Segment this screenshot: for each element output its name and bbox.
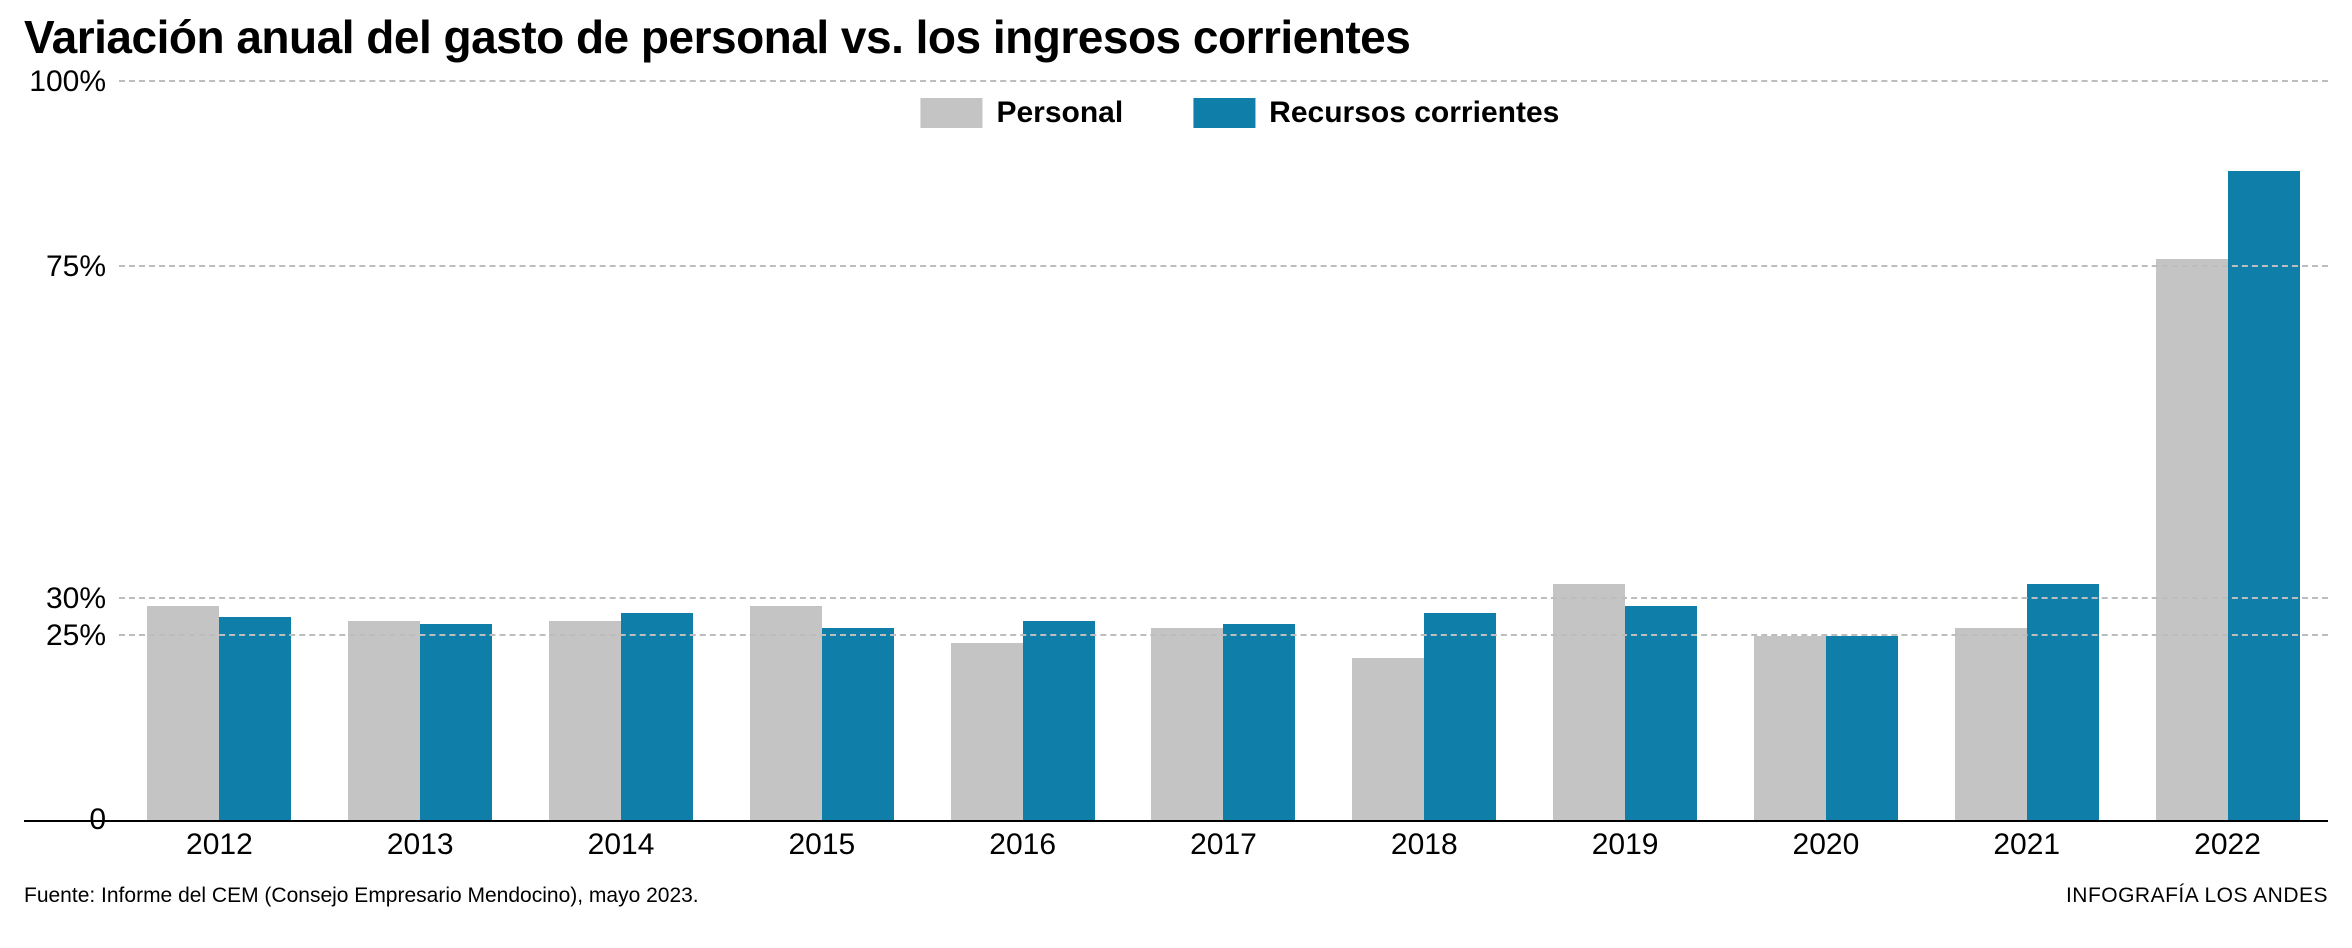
bar-group <box>721 82 922 820</box>
y-tick-label: 30% <box>46 582 106 616</box>
bar <box>621 613 693 820</box>
credit-text: INFOGRAFÍA LOS ANDES <box>2066 884 2328 908</box>
gridline <box>119 597 2328 599</box>
bar <box>1223 624 1295 820</box>
gridline <box>119 634 2328 636</box>
x-tick-label: 2016 <box>922 828 1123 862</box>
legend-label: Personal <box>996 96 1123 130</box>
x-tick-label: 2014 <box>521 828 722 862</box>
bar-group <box>521 82 722 820</box>
y-tick-label: 25% <box>46 619 106 653</box>
bar-group <box>320 82 521 820</box>
bar <box>1955 628 2027 820</box>
source-text: Fuente: Informe del CEM (Consejo Empresa… <box>24 884 699 908</box>
x-tick-label: 2019 <box>1525 828 1726 862</box>
bar-group <box>119 82 320 820</box>
x-tick-label: 2012 <box>119 828 320 862</box>
chart-footer: Fuente: Informe del CEM (Consejo Empresa… <box>24 880 2328 908</box>
x-tick-label: 2021 <box>1926 828 2127 862</box>
legend-swatch <box>920 98 982 128</box>
gridline <box>119 80 2328 82</box>
bar <box>219 617 291 820</box>
bar <box>951 643 1023 820</box>
x-tick-label: 2020 <box>1726 828 1927 862</box>
bar <box>1424 613 1496 820</box>
bar <box>420 624 492 820</box>
chart-area: 025%30%75%100% PersonalRecursos corrient… <box>24 82 2328 822</box>
bar-group <box>1926 82 2127 820</box>
chart-title: Variación anual del gasto de personal vs… <box>24 10 2328 64</box>
bar <box>549 621 621 820</box>
plot-area <box>119 82 2328 820</box>
bar-group <box>1726 82 1927 820</box>
bar <box>348 621 420 820</box>
y-tick-label: 75% <box>46 250 106 284</box>
bar <box>1625 606 1697 820</box>
bar-group <box>1525 82 1726 820</box>
legend-item: Recursos corrientes <box>1193 96 1559 130</box>
bar <box>1352 658 1424 820</box>
y-axis: 025%30%75%100% <box>24 82 114 820</box>
legend-swatch <box>1193 98 1255 128</box>
bar <box>1023 621 1095 820</box>
bar <box>1826 636 1898 821</box>
x-tick-label: 2015 <box>721 828 922 862</box>
y-tick-label: 100% <box>29 65 106 99</box>
bar <box>1553 584 1625 820</box>
bar <box>2228 171 2300 820</box>
bar <box>822 628 894 820</box>
y-tick-label: 0 <box>89 803 106 837</box>
x-tick-label: 2013 <box>320 828 521 862</box>
bar <box>147 606 219 820</box>
x-tick-label: 2017 <box>1123 828 1324 862</box>
bar <box>1151 628 1223 820</box>
bar <box>2027 584 2099 820</box>
bar <box>750 606 822 820</box>
x-tick-label: 2018 <box>1324 828 1525 862</box>
bar-group <box>2127 82 2328 820</box>
x-axis: 2012201320142015201620172018201920202021… <box>119 822 2328 878</box>
gridline <box>119 265 2328 267</box>
bar <box>1754 636 1826 821</box>
legend-item: Personal <box>920 96 1123 130</box>
bar-group <box>1123 82 1324 820</box>
x-tick-label: 2022 <box>2127 828 2328 862</box>
legend: Personal Recursos corrientes <box>920 96 1559 130</box>
bar <box>2156 259 2228 820</box>
legend-label: Recursos corrientes <box>1269 96 1559 130</box>
bar-group <box>922 82 1123 820</box>
bar-group <box>1324 82 1525 820</box>
